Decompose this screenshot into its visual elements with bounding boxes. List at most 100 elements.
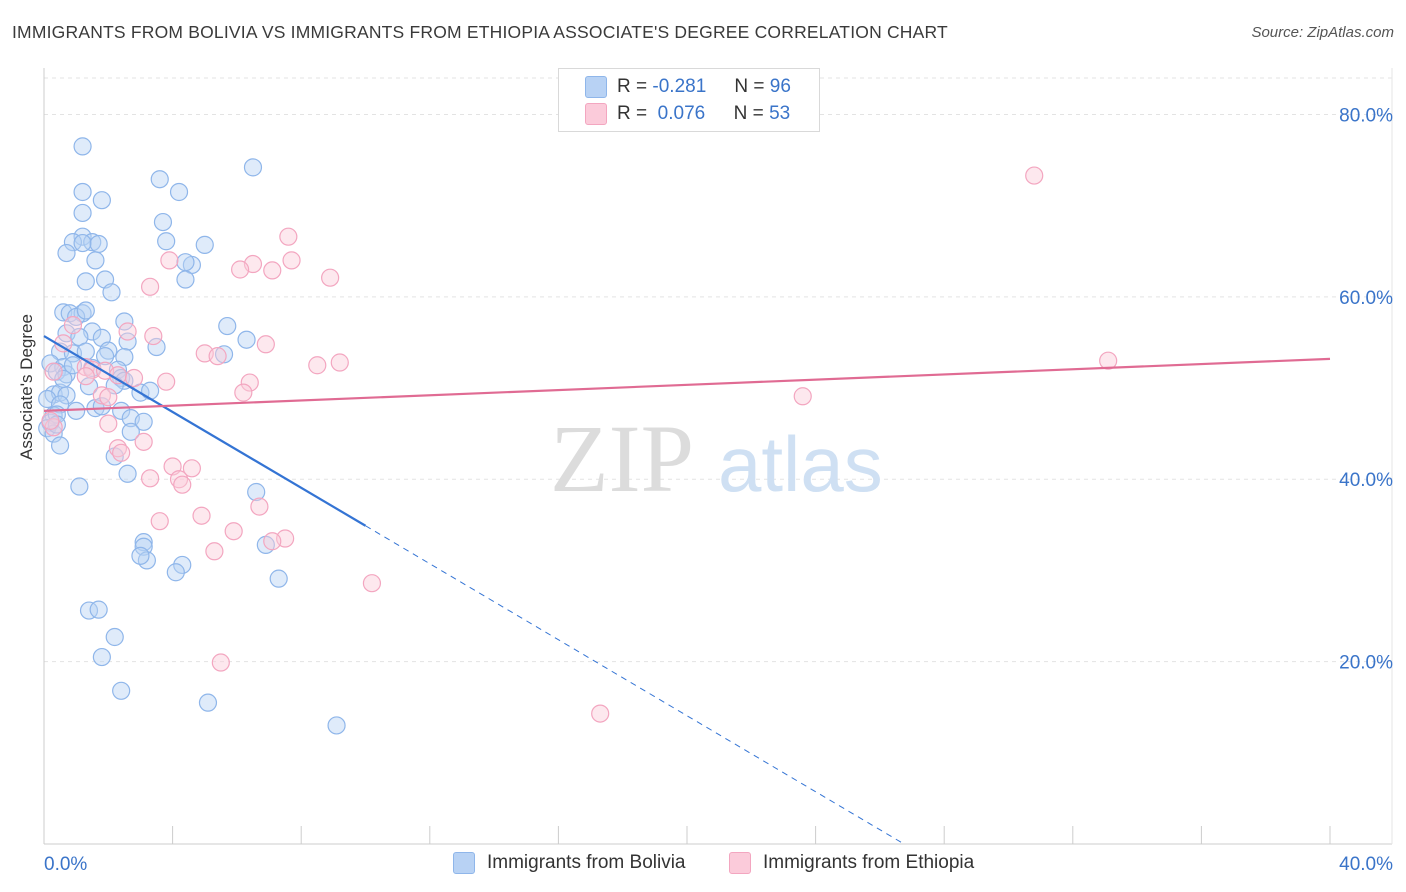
bolivia-point — [105, 627, 124, 647]
ethiopia-point — [41, 411, 60, 430]
ethiopia-point — [321, 268, 340, 287]
bolivia-point — [115, 312, 134, 331]
ethiopia-point — [231, 260, 250, 279]
ethiopia-point — [134, 432, 153, 451]
legend-swatch — [729, 852, 751, 874]
bolivia-point — [95, 347, 115, 366]
bolivia-point — [169, 182, 189, 202]
ethiopia-point — [76, 367, 95, 386]
bolivia-point — [131, 546, 150, 565]
bolivia-point — [173, 555, 192, 575]
ethiopia-point — [1099, 351, 1118, 370]
bolivia-point — [134, 412, 153, 431]
watermark: ZIP atlas — [550, 405, 883, 512]
bolivia-point — [237, 330, 256, 349]
ethiopia-point — [208, 347, 227, 366]
bolivia-point — [176, 270, 195, 289]
bolivia-point — [118, 464, 137, 483]
legend-label: Immigrants from Bolivia — [487, 852, 686, 873]
source-label: Source: ZipAtlas.com — [1251, 24, 1394, 41]
n-label: N = — [734, 76, 765, 97]
bolivia-point — [92, 647, 111, 667]
bolivia-point — [73, 233, 92, 253]
bolivia-point — [112, 368, 131, 388]
ethiopia-point — [793, 387, 812, 406]
series-legend: Immigrants from Bolivia Immigrants from … — [0, 850, 1406, 880]
n-value: 96 — [769, 76, 791, 97]
y-tick-label: 60.0% — [1339, 288, 1393, 309]
legend-item-bolivia[interactable]: Immigrants from Bolivia — [453, 852, 686, 874]
ethiopia-point — [144, 326, 163, 346]
bolivia-point — [140, 381, 160, 400]
bolivia-point — [73, 182, 92, 202]
ethiopia-point — [140, 469, 160, 488]
y-axis-label: Associate's Degree — [17, 314, 36, 460]
bolivia-point — [102, 283, 121, 302]
bolivia-point — [118, 332, 137, 351]
ethiopia-point — [99, 414, 118, 433]
legend-item-ethiopia[interactable]: Immigrants from Ethiopia — [729, 852, 974, 874]
y-tick-label: 40.0% — [1339, 470, 1393, 491]
trend-lines — [43, 335, 1331, 845]
bolivia-trend-extension — [365, 525, 905, 845]
ethiopia-point — [173, 475, 192, 494]
x-tick-label: 40.0% — [1339, 854, 1393, 875]
bolivia-point — [54, 369, 73, 389]
legend-swatch-ethiopia — [585, 103, 607, 125]
bolivia-trend-line — [43, 335, 367, 527]
bolivia-point — [99, 341, 118, 360]
stats-legend: R = -0.281 N = 96 R = 0.076 N = 53 — [558, 68, 820, 132]
ethiopia-point — [140, 277, 160, 296]
ethiopia-point — [263, 532, 282, 551]
legend-row-ethiopia: R = 0.076 N = 53 — [617, 103, 790, 125]
bolivia-point — [198, 693, 218, 712]
legend-label: Immigrants from Ethiopia — [763, 852, 975, 873]
bolivia-point — [76, 301, 95, 320]
bolivia-point — [73, 227, 92, 246]
bolivia-point — [150, 170, 169, 189]
ethiopia-point — [240, 373, 259, 392]
ethiopia-point — [250, 497, 269, 516]
watermark-zip: ZIP — [550, 405, 694, 512]
ethiopia-point — [92, 386, 111, 405]
bolivia-point — [157, 232, 176, 251]
legend-swatch — [453, 852, 475, 874]
ethiopia-trend-line — [43, 357, 1331, 412]
bolivia-point — [89, 234, 108, 254]
bolivia-point — [214, 345, 234, 364]
bolivia-point — [134, 533, 153, 552]
bolivia-point — [57, 243, 76, 263]
data-points — [38, 137, 1118, 735]
r-label: R = — [617, 76, 648, 97]
x-tick-label: 0.0% — [44, 854, 87, 875]
legend-swatch-bolivia — [585, 76, 607, 98]
ethiopia-point — [591, 704, 610, 723]
ethiopia-point — [182, 459, 201, 478]
legend-row-bolivia: R = -0.281 N = 96 — [617, 76, 791, 98]
bolivia-point — [327, 716, 346, 735]
bolivia-point — [166, 563, 185, 582]
axes — [43, 68, 1393, 845]
bolivia-point — [218, 316, 237, 336]
ethiopia-point — [63, 316, 83, 335]
ethiopia-point — [279, 227, 298, 246]
ethiopia-point — [263, 261, 282, 280]
ethiopia-point — [150, 512, 169, 531]
r-value: -0.281 — [652, 76, 707, 97]
bolivia-point — [76, 272, 95, 291]
ethiopia-point — [330, 353, 349, 372]
ethiopia-point — [282, 251, 301, 270]
bolivia-point — [243, 158, 263, 177]
bolivia-point — [50, 395, 70, 414]
ethiopia-point — [112, 443, 131, 462]
ethiopia-point — [44, 362, 63, 381]
ethiopia-point — [157, 372, 176, 391]
bolivia-point — [247, 482, 266, 502]
ethiopia-point — [224, 522, 243, 541]
bolivia-point — [86, 251, 105, 270]
r-label: R = — [617, 103, 648, 124]
bolivia-point — [112, 681, 131, 700]
bolivia-point — [89, 600, 108, 619]
tick-labels: 20.0% 40.0% 60.0% 80.0% 0.0% 40.0% — [44, 105, 1393, 875]
